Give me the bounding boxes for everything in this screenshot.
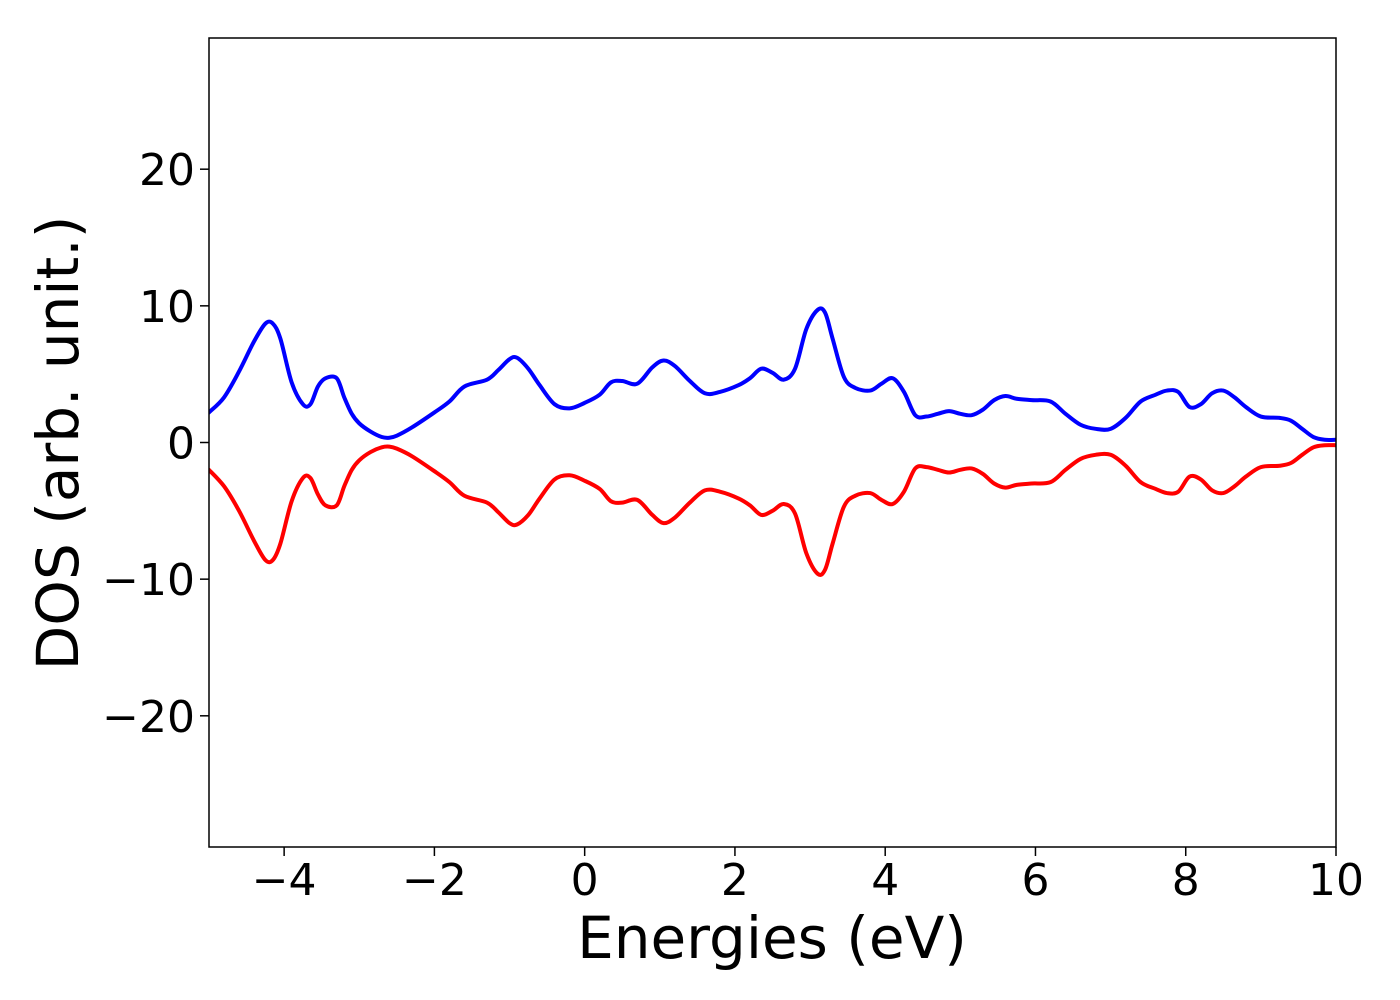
y-tick-label: −10: [102, 555, 195, 606]
plot-area: [209, 306, 1336, 577]
x-tick-label: 0: [571, 855, 599, 906]
y-tick-label: −20: [102, 692, 195, 743]
x-tick-label: 4: [871, 855, 899, 906]
y-axis-title: DOS (arb. unit.): [24, 216, 92, 671]
x-tick-label: 10: [1308, 855, 1364, 906]
series-line-2: [209, 443, 1336, 577]
y-tick-label: 20: [139, 145, 195, 196]
x-tick-label: −4: [252, 855, 317, 906]
series-line-1: [209, 306, 1336, 442]
x-tick-label: −2: [402, 855, 467, 906]
x-tick-label: 2: [721, 855, 749, 906]
plot-frame: [208, 37, 1337, 848]
x-tick-label: 8: [1172, 855, 1200, 906]
x-tick-label: 6: [1021, 855, 1049, 906]
y-axis-ticks: −20 −10 0 10 20: [102, 145, 209, 743]
x-axis-ticks: −4 −2 0 2 4 6 8 10: [252, 847, 1364, 906]
y-tick-label: 10: [139, 282, 195, 333]
y-tick-label: 0: [167, 419, 195, 470]
x-axis-title: Energies (eV): [577, 904, 967, 972]
